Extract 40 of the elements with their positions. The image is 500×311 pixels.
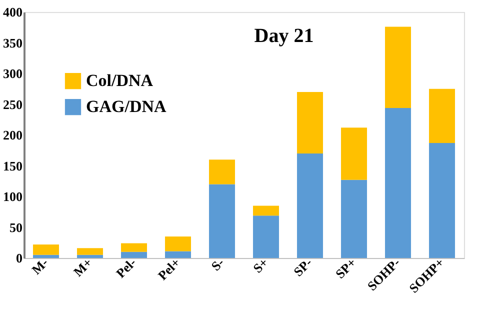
- y-tick-label: 50: [10, 220, 22, 235]
- legend-label: Col/DNA: [86, 71, 154, 90]
- y-tick-label: 350: [3, 35, 22, 50]
- x-tick-label: Pel+: [154, 254, 183, 283]
- x-tick-label: S+: [250, 254, 271, 276]
- bar: [121, 252, 147, 258]
- y-tick-label: 150: [3, 158, 22, 174]
- bar: [33, 254, 59, 258]
- bar: [33, 244, 59, 255]
- x-tick-label: S-: [208, 254, 227, 274]
- bar: [429, 88, 455, 143]
- bar: [165, 251, 191, 258]
- legend-label: GAG/DNA: [86, 97, 167, 116]
- text: Day 21: [254, 25, 314, 47]
- y-tick-label: 250: [3, 96, 22, 112]
- bar: [341, 128, 367, 180]
- bar: [297, 92, 323, 154]
- bar: [209, 160, 235, 184]
- bar: [253, 216, 279, 258]
- y-tick-label: 200: [3, 128, 22, 142]
- x-tick-label: SP+: [332, 254, 359, 282]
- y-tick-label: 300: [3, 66, 22, 81]
- bar: [77, 248, 103, 255]
- bar: [77, 254, 103, 258]
- bar: [297, 153, 323, 258]
- bar: [385, 108, 411, 258]
- bar: [385, 26, 411, 108]
- bar: [429, 142, 455, 258]
- y-tick-label: 0: [16, 250, 22, 266]
- bar: [209, 184, 235, 258]
- y-tick-label: 100: [3, 189, 22, 204]
- bar: [165, 236, 191, 252]
- bar: [341, 180, 367, 258]
- y-tick-label: 400: [3, 4, 22, 20]
- bar: [253, 206, 279, 216]
- x-tick-label: M+: [70, 254, 95, 280]
- x-tick-label: M-: [28, 254, 51, 278]
- x-tick-label: Pel-: [113, 254, 139, 281]
- x-tick-label: SP-: [290, 254, 315, 280]
- bar: [121, 243, 147, 252]
